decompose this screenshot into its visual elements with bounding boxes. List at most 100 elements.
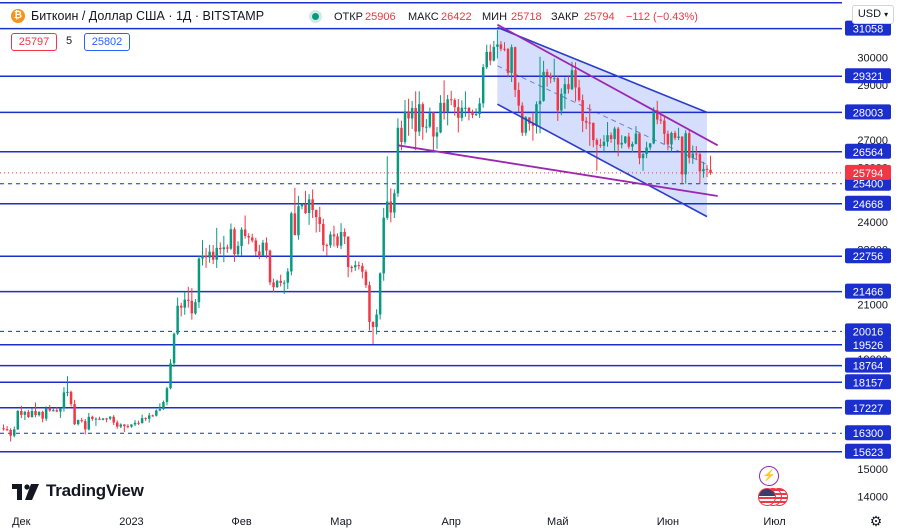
- y-axis-tick-label: 15000: [857, 464, 888, 476]
- candle: [343, 228, 346, 245]
- candle: [663, 117, 666, 144]
- candle-body: [84, 421, 87, 430]
- level-label-bg: [845, 443, 891, 459]
- candle-body: [119, 424, 123, 427]
- level-label-text: 19526: [853, 340, 884, 352]
- candle-body: [261, 242, 265, 257]
- candle-body: [357, 265, 361, 267]
- currency-select[interactable]: USD ▾: [852, 5, 894, 24]
- level-label-text: 15623: [853, 447, 884, 459]
- candle: [204, 247, 208, 268]
- candle-body: [421, 104, 425, 128]
- close-label: ЗАКР: [551, 11, 579, 23]
- x-axis-tick-label: Июн: [657, 516, 679, 528]
- bid-price-box[interactable]: 25797: [11, 33, 57, 51]
- level-label-bg: [845, 283, 891, 299]
- level-label-text: 18764: [853, 361, 884, 373]
- candle-body: [524, 117, 528, 133]
- candle: [599, 138, 602, 148]
- candle-body: [2, 428, 5, 430]
- chevron-down-icon: ▾: [884, 10, 889, 19]
- candle: [105, 417, 108, 423]
- candle-body: [34, 411, 37, 416]
- candle-body: [251, 237, 254, 241]
- lightning-icon[interactable]: ⚡: [759, 466, 779, 486]
- candle: [439, 95, 442, 134]
- candle-body: [641, 154, 645, 159]
- candle-body: [531, 123, 535, 126]
- last-price-label-bg: [845, 164, 891, 180]
- candle: [201, 240, 204, 266]
- candle-body: [147, 415, 151, 419]
- candle: [627, 132, 631, 149]
- level-price-label: 15623: [845, 443, 891, 459]
- candle-body: [37, 411, 41, 416]
- candle: [126, 424, 130, 429]
- candle: [624, 136, 627, 144]
- candle: [410, 100, 414, 129]
- candle: [464, 91, 467, 117]
- candle: [432, 111, 435, 152]
- candle: [485, 44, 488, 70]
- purple-trendline: [397, 144, 718, 197]
- candle: [261, 239, 265, 257]
- candle-body: [23, 411, 27, 415]
- candle-body: [400, 127, 403, 143]
- candle: [84, 418, 87, 435]
- tradingview-logo-text: TradingView: [46, 481, 144, 500]
- ask-price-box[interactable]: 25802: [84, 33, 130, 51]
- level-label-bg: [845, 425, 891, 441]
- candle: [670, 131, 673, 152]
- level-label-bg: [845, 143, 891, 159]
- candle: [155, 409, 158, 417]
- candle: [449, 90, 453, 106]
- level-label-text: 26564: [853, 147, 884, 159]
- x-axis-tick-label: Фев: [231, 516, 251, 528]
- candle-body: [219, 247, 222, 250]
- candle: [314, 209, 318, 233]
- candle: [521, 102, 524, 136]
- candle-body: [549, 75, 552, 79]
- low-label: МИН: [482, 11, 508, 23]
- candle: [179, 302, 183, 317]
- candle: [382, 207, 385, 281]
- level-label-bg: [845, 399, 891, 415]
- candle-body: [115, 422, 119, 427]
- candle-body: [506, 49, 510, 73]
- candle-body: [240, 229, 243, 246]
- level-price-label: 28003: [845, 104, 891, 120]
- candle: [119, 423, 123, 429]
- level-price-label: 29321: [845, 68, 891, 84]
- candle: [631, 141, 634, 153]
- candle: [510, 44, 513, 82]
- candle: [5, 426, 9, 432]
- change-value: −112 (−0.43%): [626, 11, 698, 23]
- symbol-title[interactable]: Биткоин / Доллар США · 1Д · BITSTAMP: [31, 9, 265, 23]
- candle: [641, 153, 645, 171]
- events-flag-icons[interactable]: [758, 488, 790, 506]
- candle-body: [94, 418, 98, 420]
- candle: [592, 122, 595, 148]
- settings-gear-icon[interactable]: ⚙: [869, 513, 883, 529]
- candle-body: [9, 429, 12, 436]
- level-price-label: 19526: [845, 336, 891, 352]
- candle: [297, 195, 300, 240]
- candle: [577, 79, 581, 102]
- candle: [403, 100, 407, 145]
- candle: [545, 69, 549, 87]
- candle-body: [346, 236, 350, 268]
- candle-body: [87, 416, 91, 430]
- candle: [300, 202, 304, 210]
- candle: [282, 280, 286, 294]
- candle: [417, 91, 421, 136]
- candle: [48, 404, 51, 412]
- x-axis-tick-label: Мар: [330, 516, 352, 528]
- price-scale: [842, 0, 900, 532]
- candle: [666, 130, 670, 151]
- candle-body: [638, 133, 641, 159]
- candle-body: [165, 388, 169, 402]
- candle: [503, 42, 506, 52]
- close-value: 25794: [584, 11, 615, 23]
